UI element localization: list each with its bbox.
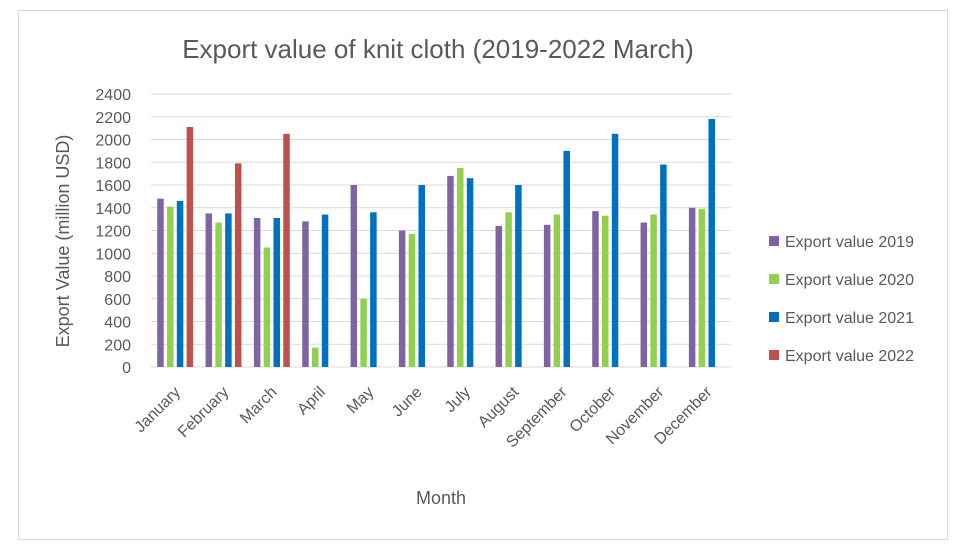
bar-2-august xyxy=(505,212,512,367)
bar-2-february xyxy=(215,222,222,367)
x-axis-title: Month xyxy=(416,488,466,508)
x-tick-label: February xyxy=(175,384,232,441)
bar-3-october xyxy=(611,133,619,367)
bar-2-april xyxy=(312,347,319,367)
bar-3-april xyxy=(321,214,329,367)
x-tick-label: June xyxy=(389,384,426,421)
bar-4-february xyxy=(234,163,242,367)
legend-label: Export value 2019 xyxy=(785,234,914,251)
y-tick-label: 2000 xyxy=(95,133,131,150)
bar-2-december xyxy=(698,208,706,367)
y-tick-labels: 0 200 400 600 800 1000 1200 1400 1600 1800 2000 220… xyxy=(95,87,131,377)
bar-3-november xyxy=(660,164,667,367)
legend-swatch xyxy=(769,350,779,360)
grid-layer xyxy=(151,93,731,368)
bar-3-july xyxy=(466,178,474,367)
bar-3-february xyxy=(225,213,232,367)
x-tick-label: April xyxy=(294,384,329,419)
bar-2-july xyxy=(457,167,464,367)
bar-4-march xyxy=(283,133,290,367)
bar-1-august xyxy=(495,225,503,367)
bar-3-june xyxy=(418,185,425,367)
legend: Export value 2019 Export value 2020 Export… xyxy=(769,234,914,365)
bar-3-march xyxy=(273,217,280,367)
legend-swatch xyxy=(769,312,779,322)
x-tick-label: March xyxy=(237,384,280,427)
chart-frame: Export value of knit cloth (2019-2022 Ma… xyxy=(18,10,948,540)
x-tick-label: May xyxy=(344,384,377,417)
bar-1-november xyxy=(640,222,648,367)
bar-1-may xyxy=(350,185,358,367)
legend-label: Export value 2022 xyxy=(785,348,914,365)
bar-1-june xyxy=(398,230,406,367)
bar-2-march xyxy=(263,247,271,367)
bar-1-march xyxy=(253,217,261,367)
bar-1-october xyxy=(592,211,599,367)
bar-2-september xyxy=(553,214,561,367)
bar-layer xyxy=(157,119,715,368)
y-tick-label: 1200 xyxy=(95,224,131,241)
y-tick-label: 2400 xyxy=(95,87,131,104)
bar-2-october xyxy=(602,215,609,367)
bar-1-december xyxy=(688,207,696,367)
legend-label: Export value 2021 xyxy=(785,310,914,327)
legend-swatch xyxy=(769,274,779,284)
y-tick-label: 600 xyxy=(104,292,131,309)
bar-3-september xyxy=(563,150,570,367)
chart-title: Export value of knit cloth (2019-2022 Ma… xyxy=(182,34,694,64)
bar-1-september xyxy=(543,224,551,367)
bar-2-november xyxy=(650,214,657,367)
x-tick-label: August xyxy=(475,383,523,431)
y-axis-title: Export Value (million USD) xyxy=(53,135,73,348)
y-tick-label: 800 xyxy=(104,269,131,286)
bar-2-january xyxy=(167,206,174,367)
y-tick-label: 400 xyxy=(104,315,131,332)
y-tick-label: 2200 xyxy=(95,110,131,127)
y-tick-label: 200 xyxy=(104,337,131,354)
bar-2-june xyxy=(408,233,416,367)
bar-3-december xyxy=(708,119,715,368)
x-tick-label: July xyxy=(442,384,474,416)
chart-svg: Export value of knit cloth (2019-2022 Ma… xyxy=(53,34,914,508)
bar-1-april xyxy=(302,221,309,367)
bar-2-may xyxy=(360,298,367,367)
y-tick-label: 1400 xyxy=(95,201,131,218)
y-tick-label: 1600 xyxy=(95,178,131,195)
bar-4-january xyxy=(186,126,194,367)
y-tick-label: 1800 xyxy=(95,155,131,172)
legend-swatch xyxy=(769,236,779,246)
y-tick-label: 0 xyxy=(122,360,131,377)
bar-3-august xyxy=(515,185,522,367)
bar-1-january xyxy=(157,198,164,367)
bar-3-january xyxy=(176,200,184,367)
legend-label: Export value 2020 xyxy=(785,272,914,289)
bar-1-july xyxy=(447,175,454,367)
bar-3-may xyxy=(370,212,377,367)
y-tick-label: 1000 xyxy=(95,246,131,263)
bar-1-february xyxy=(205,213,213,367)
